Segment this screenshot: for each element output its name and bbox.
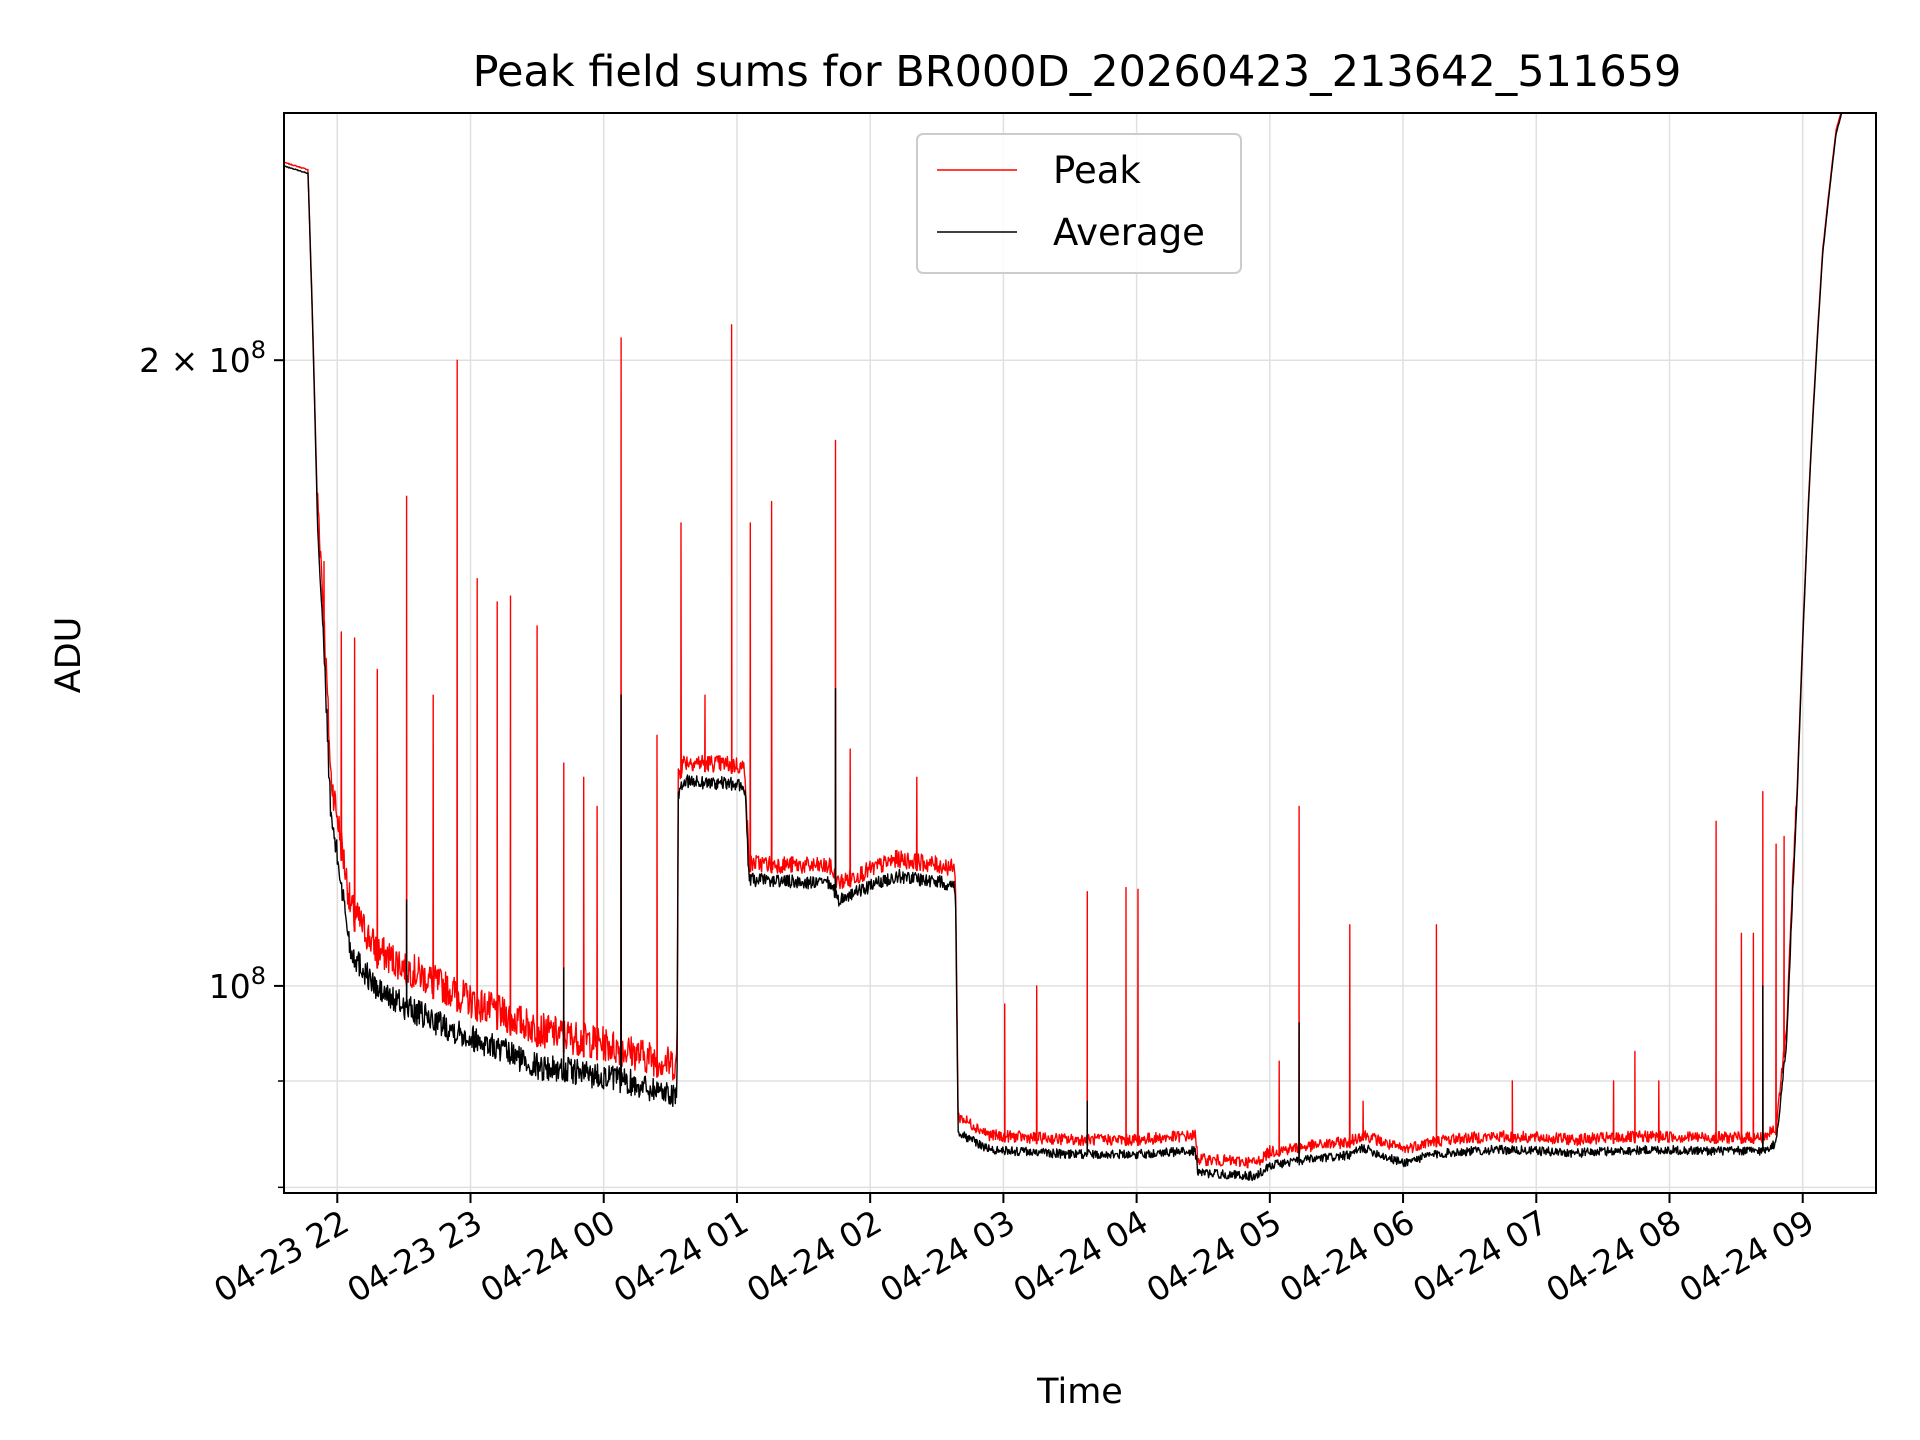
y-axis-label: ADU	[49, 617, 89, 694]
legend-box	[916, 133, 1242, 274]
grid	[284, 113, 1876, 1193]
series-line-peak	[284, 113, 1842, 1169]
legend[interactable]: Peak Average	[916, 133, 1242, 274]
plot-lines	[284, 113, 1843, 1182]
y-tick-label: 2 × 108	[139, 336, 266, 380]
chart-title: Peak field sums for BR000D_20260423_2136…	[473, 47, 1682, 97]
plot-area	[284, 113, 1876, 1193]
legend-average-label: Average	[1053, 211, 1205, 254]
legend-peak-label: Peak	[1053, 149, 1141, 192]
y-tick-label: 108	[209, 962, 266, 1006]
plot-frame	[283, 112, 1877, 1194]
series-line-average	[284, 113, 1843, 1182]
x-axis-label: Time	[1036, 1372, 1123, 1412]
